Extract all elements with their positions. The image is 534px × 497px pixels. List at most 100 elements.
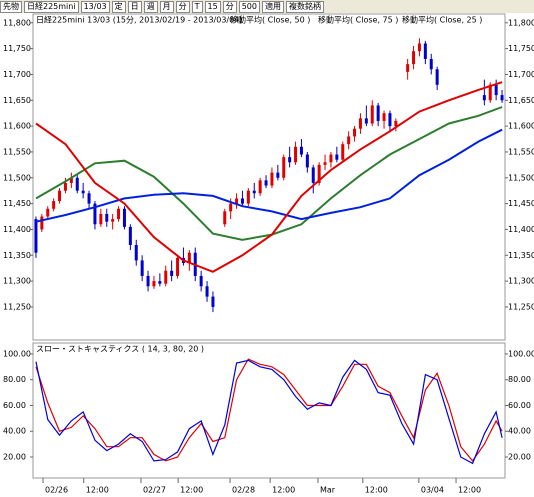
y-tick-label: 11,500 xyxy=(3,173,31,182)
y-tick-label: 11,800 xyxy=(508,18,534,27)
x-tick-label: 12:00 xyxy=(458,486,481,495)
toolbar-button[interactable]: 500 xyxy=(238,0,260,13)
y-tick-label: 11,300 xyxy=(508,277,534,286)
toolbar-button[interactable]: 15 xyxy=(204,0,221,13)
candle-body xyxy=(223,211,227,225)
candle-body xyxy=(134,244,138,261)
candle-body xyxy=(99,213,103,225)
y-tick-label: 11,750 xyxy=(3,44,31,53)
y-tick-label: 11,750 xyxy=(508,44,534,53)
y-tick-label: 11,600 xyxy=(3,122,31,131)
candle-body xyxy=(294,146,298,163)
candle-body xyxy=(406,64,410,72)
y-tick-label: 11,250 xyxy=(3,302,31,311)
y-tick-label: 11,650 xyxy=(508,96,534,105)
toolbar-button[interactable]: 複数銘柄 xyxy=(286,0,324,13)
candle-body xyxy=(69,177,73,183)
candle-body xyxy=(122,208,126,227)
candle-body xyxy=(258,180,262,194)
candle-body xyxy=(282,157,286,178)
candle-body xyxy=(353,128,357,137)
x-tick-label: 02/26 xyxy=(45,486,68,495)
candle-body xyxy=(34,219,38,253)
toolbar-button[interactable]: 週 xyxy=(143,0,158,13)
toolbar-button[interactable]: 分 xyxy=(222,0,237,13)
candle-body xyxy=(264,180,268,186)
candle-body xyxy=(423,43,427,59)
candle-body xyxy=(152,281,156,287)
candle-body xyxy=(305,154,309,168)
candle-body xyxy=(63,182,67,191)
candle-body xyxy=(87,193,91,204)
candle-body xyxy=(388,113,392,127)
candle-body xyxy=(364,118,368,124)
y-tick-label: 11,800 xyxy=(3,18,31,27)
line-series xyxy=(35,359,503,465)
y-tick-label: 11,300 xyxy=(3,277,31,286)
y-tick-label: 80.00 xyxy=(508,375,531,384)
toolbar: 先物 日経225mini 13/03 定日週月分 T 15 分 500 適用 複数銘柄 xyxy=(0,0,534,13)
y-tick-label: 11,400 xyxy=(3,225,31,234)
legend-entry: 移動平均( Close, 50 ) xyxy=(230,15,310,25)
y-tick-label: 11,550 xyxy=(3,147,31,156)
candle-body xyxy=(146,275,150,287)
y-tick-label: 11,500 xyxy=(508,173,534,182)
toolbar-button[interactable]: 適用 xyxy=(262,0,284,13)
y-tick-label: 11,400 xyxy=(508,225,534,234)
toolbar-button[interactable]: 13/03 xyxy=(80,0,110,13)
candle-body xyxy=(394,120,398,127)
candle-body xyxy=(276,172,280,178)
candle-body xyxy=(199,275,203,287)
y-tick-label: 60.00 xyxy=(3,401,26,410)
x-tick-label: 02/27 xyxy=(143,486,166,495)
candle-body xyxy=(299,146,303,155)
candle-body xyxy=(500,95,504,101)
y-tick-label: 40.00 xyxy=(3,427,26,436)
candle-body xyxy=(347,136,351,145)
y-tick-label: 11,700 xyxy=(3,70,31,79)
y-tick-label: 11,350 xyxy=(3,251,31,260)
candle-body xyxy=(93,203,97,225)
toolbar-button[interactable]: T xyxy=(191,0,203,13)
candle-body xyxy=(329,154,333,163)
candle-body xyxy=(140,260,144,276)
toolbar-button[interactable]: 月 xyxy=(159,0,174,13)
candle-body xyxy=(205,286,209,297)
toolbar-button[interactable]: 分 xyxy=(175,0,190,13)
y-tick-label: 80.00 xyxy=(3,375,26,384)
y-tick-label: 11,550 xyxy=(508,147,534,156)
line-series xyxy=(35,81,503,273)
candle-body xyxy=(164,270,168,284)
y-tick-label: 11,650 xyxy=(3,96,31,105)
y-tick-label: 11,600 xyxy=(508,122,534,131)
candle-body xyxy=(335,154,339,160)
toolbar-button[interactable]: 先物 xyxy=(0,0,22,13)
x-tick-label: 03/04 xyxy=(421,486,444,495)
toolbar-button[interactable]: 日経225mini xyxy=(24,0,79,13)
candle-body xyxy=(81,190,85,194)
candle-body xyxy=(235,198,239,204)
toolbar-button[interactable]: 定 xyxy=(111,0,126,13)
candle-body xyxy=(229,203,233,212)
y-tick-label: 60.00 xyxy=(508,401,531,410)
candle-body xyxy=(252,190,256,194)
candle-body xyxy=(176,257,180,276)
y-tick-label: 11,250 xyxy=(508,302,534,311)
candle-body xyxy=(288,157,292,163)
candle-body xyxy=(58,190,62,202)
candle-body xyxy=(323,162,327,165)
candle-body xyxy=(317,164,321,183)
candle-body xyxy=(482,95,486,101)
candle-body xyxy=(105,213,109,222)
candle-body xyxy=(311,167,315,183)
toolbar-button[interactable]: 日 xyxy=(127,0,142,13)
y-tick-label: 20.00 xyxy=(3,453,26,462)
x-tick-label: 12:00 xyxy=(272,486,295,495)
legend-entry: 移動平均( Close, 25 ) xyxy=(402,15,482,25)
candle-body xyxy=(382,113,386,121)
pane-title: スロー・ストキャスティクス ( 14, 3, 80, 20 ) xyxy=(36,345,204,354)
candle-body xyxy=(358,118,362,129)
y-tick-label: 100.00 xyxy=(508,349,534,358)
